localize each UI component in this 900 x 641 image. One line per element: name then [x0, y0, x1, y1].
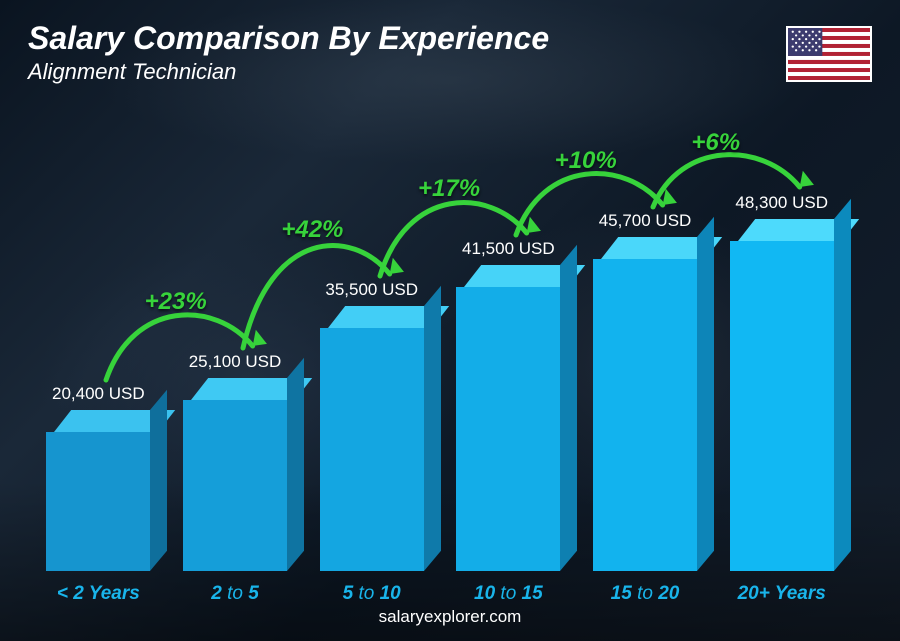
bar-x-label: 5 to 10	[303, 583, 440, 605]
bar-5: 48,300 USD20+ Years	[713, 101, 850, 571]
bar-value-label: 41,500 USD	[462, 239, 555, 259]
stage: Salary Comparison By Experience Alignmen…	[0, 0, 900, 641]
bars-container: 20,400 USD< 2 Years25,100 USD2 to 535,50…	[30, 101, 850, 571]
bar-0: 20,400 USD< 2 Years	[30, 101, 167, 571]
footer-attribution: salaryexplorer.com	[0, 607, 900, 627]
bar-x-label: 2 to 5	[167, 583, 304, 605]
bar-value-label: 45,700 USD	[599, 211, 692, 231]
bar-3d	[320, 306, 424, 571]
bar-value-label: 25,100 USD	[189, 352, 282, 372]
bar-2: 35,500 USD5 to 10	[303, 101, 440, 571]
bar-x-label: 10 to 15	[440, 583, 577, 605]
bar-x-label: < 2 Years	[30, 583, 167, 605]
salary-bar-chart: 20,400 USD< 2 Years25,100 USD2 to 535,50…	[30, 101, 850, 571]
bar-3d	[730, 219, 834, 571]
bar-3d	[593, 237, 697, 571]
bar-x-label: 15 to 20	[577, 583, 714, 605]
bar-3d	[456, 265, 560, 571]
bar-3d	[46, 410, 150, 571]
page-subtitle: Alignment Technician	[28, 59, 549, 85]
bar-value-label: 20,400 USD	[52, 384, 145, 404]
bar-3d	[183, 378, 287, 571]
bar-1: 25,100 USD2 to 5	[167, 101, 304, 571]
page-title: Salary Comparison By Experience	[28, 20, 549, 57]
bar-value-label: 48,300 USD	[735, 193, 828, 213]
bar-3: 41,500 USD10 to 15	[440, 101, 577, 571]
bar-value-label: 35,500 USD	[325, 280, 418, 300]
title-block: Salary Comparison By Experience Alignmen…	[28, 20, 549, 85]
flag-icon	[786, 26, 872, 82]
bar-x-label: 20+ Years	[713, 583, 850, 605]
bar-4: 45,700 USD15 to 20	[577, 101, 714, 571]
